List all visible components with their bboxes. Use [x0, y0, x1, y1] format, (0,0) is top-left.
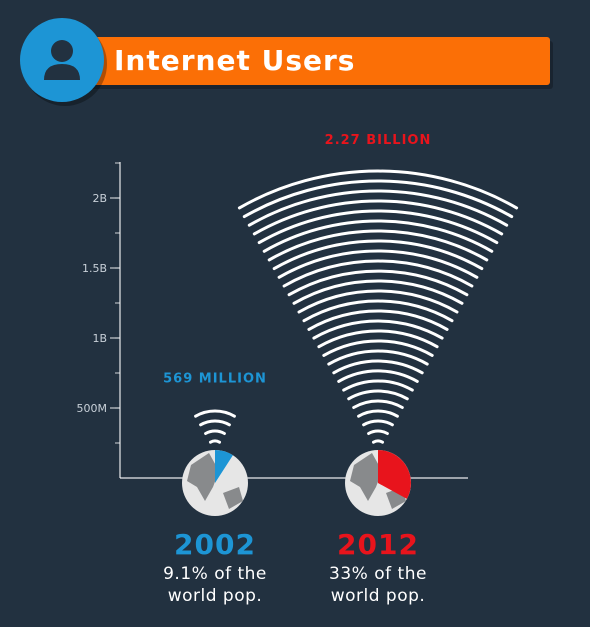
bar-arc-2012: [257, 209, 499, 245]
bar-arc-2012: [367, 429, 389, 435]
bar-arc-2012: [247, 189, 509, 227]
bar-arc-2012: [272, 239, 484, 271]
bar-arc-2012: [312, 319, 444, 340]
bar-arc-2012: [332, 359, 424, 375]
bar-arc-2012: [362, 419, 394, 427]
bar-arc-2002: [204, 429, 226, 435]
bar-arc-2012: [237, 169, 519, 210]
share-wedge-2012: [378, 450, 411, 499]
bar-arc-2002: [199, 419, 231, 427]
globe-continent: [187, 453, 219, 501]
bar-arc-2012: [252, 199, 504, 236]
avatar: [20, 18, 104, 102]
data-label-2012: 2.27 BILLION: [325, 133, 432, 148]
bar-arc-2012: [282, 259, 474, 288]
caption-line: world pop.: [167, 586, 263, 606]
title-banner: [58, 37, 550, 85]
caption-line: world pop.: [330, 586, 426, 606]
bar-arc-2012: [292, 279, 464, 305]
y-tick-label: 500M: [77, 402, 108, 415]
bar-arc-2012: [277, 249, 479, 279]
y-tick-label: 2B: [92, 192, 107, 205]
year-label-2002: 2002: [174, 528, 256, 561]
bar-arc-2012: [327, 349, 429, 366]
share-wedge-2002: [215, 449, 233, 483]
bar-arc-2012: [347, 389, 409, 401]
y-tick-label: 1.5B: [82, 262, 107, 275]
caption-line: 9.1% of the: [163, 564, 267, 584]
bar-arc-2012: [297, 289, 459, 314]
page-title: Internet Users: [114, 44, 356, 77]
bar-arc-2012: [262, 219, 494, 253]
bar-arc-2012: [357, 409, 399, 418]
caption-2012: 33% of the world pop.: [298, 563, 458, 607]
bar-arc-2012: [352, 399, 404, 409]
bar-arc-2012: [242, 179, 514, 219]
y-tick-label: 1B: [92, 332, 107, 345]
bar-arc-2012: [372, 439, 384, 444]
bar-arc-2012: [307, 309, 449, 331]
user-icon: [44, 40, 80, 80]
caption-2002: 9.1% of the world pop.: [135, 563, 295, 607]
bar-arc-2002: [194, 409, 236, 418]
bar-arc-2012: [317, 329, 439, 349]
bar-arc-2012: [322, 339, 434, 357]
bar-arc-2012: [342, 379, 414, 392]
globe-continent: [223, 487, 243, 509]
year-label-2012: 2012: [337, 528, 419, 561]
bar-arc-2012: [287, 269, 469, 297]
globe-continent: [350, 453, 382, 501]
bar-arc-2012: [337, 369, 419, 383]
data-label-2002: 569 MILLION: [163, 371, 267, 386]
bar-arc-2002: [209, 439, 221, 444]
caption-line: 33% of the: [329, 564, 427, 584]
bar-arc-2012: [302, 299, 454, 323]
bar-arc-2012: [267, 229, 489, 262]
